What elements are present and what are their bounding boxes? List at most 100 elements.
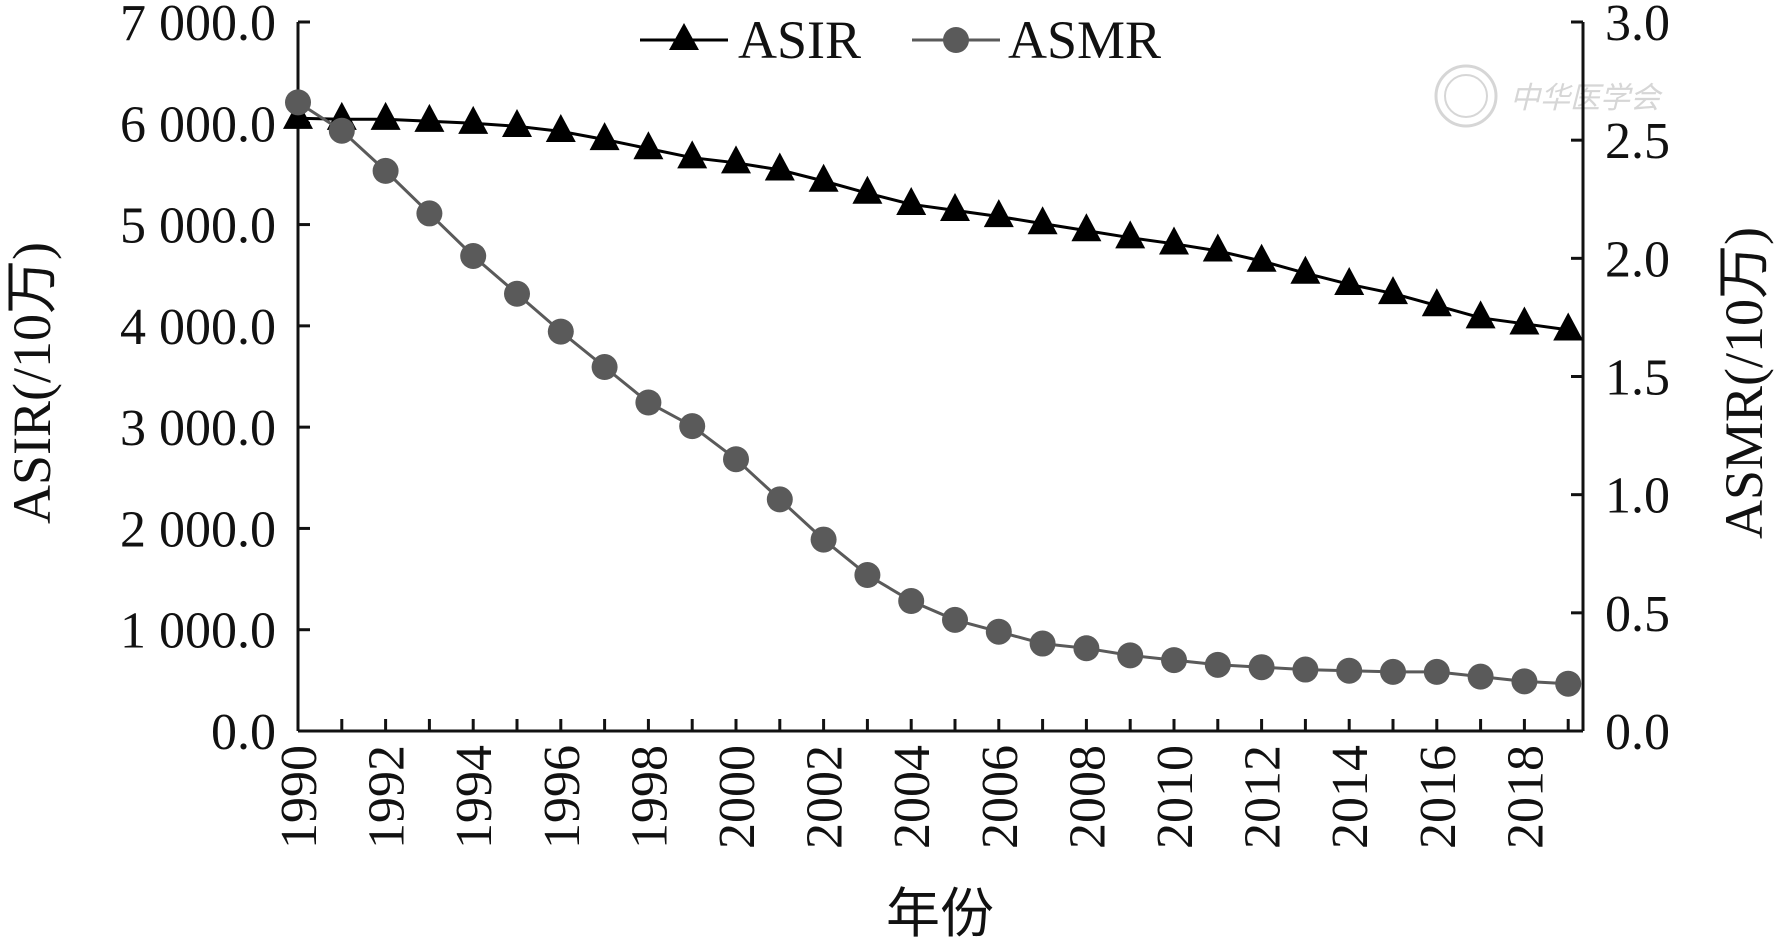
data-point-asmr: [416, 200, 443, 227]
x-tick-label: 1992: [359, 745, 416, 849]
data-point-asir: [1378, 276, 1408, 305]
data-point-asmr: [810, 526, 837, 553]
data-point-asir: [1290, 255, 1321, 284]
data-point-asmr: [1467, 663, 1494, 690]
data-point-asir: [1421, 288, 1452, 317]
y-axis-left-title: ASIR(/10万): [2, 242, 62, 524]
data-point-asir: [721, 145, 751, 174]
y-right-tick-label: 2.0: [1605, 231, 1670, 288]
data-point-asir: [808, 163, 839, 192]
x-tick-label: 1998: [621, 745, 678, 849]
x-tick-label: 2000: [709, 745, 766, 849]
y-axis-right-title: ASMR(/10万): [1714, 227, 1774, 539]
data-point-asir: [1071, 213, 1102, 242]
data-point-asmr: [1204, 651, 1231, 678]
x-tick-label: 2004: [884, 745, 941, 849]
data-point-asir: [1509, 306, 1540, 335]
data-point-asmr: [1555, 670, 1582, 697]
data-point-asmr: [285, 89, 311, 116]
data-point-asir: [1202, 233, 1233, 262]
data-point-asir: [1465, 300, 1496, 329]
x-tick-label: 1996: [534, 745, 591, 849]
y-right-tick-label: 1.0: [1605, 468, 1670, 525]
data-point-asir: [589, 122, 620, 151]
data-point-asir: [1553, 312, 1584, 341]
data-point-asir: [983, 199, 1014, 228]
data-point-asir: [545, 114, 576, 142]
data-point-asmr: [547, 318, 574, 345]
x-tick-label: 2012: [1235, 745, 1292, 849]
data-point-asir: [502, 109, 532, 137]
data-point-asmr: [723, 446, 749, 473]
data-point-asir: [370, 101, 401, 130]
y-left-tick-label: 7 000.0: [120, 0, 276, 52]
legend-marker-asmr: [943, 27, 969, 53]
data-point-asmr: [328, 117, 355, 144]
data-point-asmr: [1292, 656, 1319, 683]
watermark-seal-inner-ring: [1444, 74, 1488, 118]
series-layer: [283, 89, 1584, 697]
data-point-asmr: [1029, 630, 1056, 657]
watermark-seal-icon: [1434, 64, 1498, 128]
data-point-asir: [458, 105, 489, 134]
data-point-asmr: [1161, 647, 1187, 674]
data-point-asmr: [898, 588, 925, 615]
legend-label-asmr: ASMR: [1008, 10, 1161, 70]
data-point-asmr: [1117, 642, 1144, 669]
data-point-asir: [852, 175, 883, 204]
data-point-asir: [940, 193, 970, 221]
y-left-tick-label: 0.0: [211, 704, 276, 761]
data-point-asir: [764, 152, 795, 181]
data-point-asmr: [1380, 658, 1406, 685]
y-right-tick-label: 1.5: [1605, 350, 1670, 407]
data-point-asmr: [766, 486, 793, 513]
axes-layer: 0.0 1 000.0 2 000.0 3 000.0 4 000.0 5 000.0 6 …: [120, 0, 1670, 849]
series-line-asmr: [297, 101, 1569, 686]
data-point-asmr: [460, 242, 487, 269]
data-point-asmr: [1423, 658, 1450, 685]
data-point-asmr: [504, 280, 530, 307]
y-right-tick-label: 0.0: [1605, 704, 1670, 761]
y-right-tick-label: 2.5: [1605, 113, 1670, 170]
data-point-asmr: [1248, 654, 1275, 681]
data-point-asir: [1027, 206, 1058, 235]
data-point-asir: [1334, 267, 1365, 295]
data-point-asir: [414, 103, 445, 132]
data-point-asmr: [1511, 668, 1538, 695]
y-left-tick-label: 2 000.0: [120, 501, 276, 558]
data-point-asmr: [1073, 635, 1100, 662]
y-left-tick-label: 1 000.0: [120, 603, 276, 660]
y-left-tick-label: 3 000.0: [120, 400, 276, 457]
data-point-asmr: [372, 157, 399, 184]
legend-marker-asir: [669, 23, 699, 50]
data-point-asmr: [985, 618, 1012, 645]
legend-label-asir: ASIR: [738, 10, 861, 70]
y-right-tick-label: 0.5: [1605, 586, 1670, 643]
data-point-asir: [633, 131, 664, 160]
x-axis-title: 年份: [886, 884, 994, 942]
watermark: 中华医学会: [1434, 64, 1663, 128]
data-point-asmr: [1336, 657, 1363, 684]
x-tick-label: 2002: [797, 745, 854, 849]
data-point-asir: [1246, 243, 1277, 272]
data-point-asir: [896, 187, 927, 215]
x-tick-label: 2014: [1322, 745, 1379, 849]
data-point-asmr: [635, 389, 662, 416]
y-right-tick-label: 3.0: [1605, 0, 1670, 52]
data-point-asmr: [591, 354, 618, 381]
legend: ASIR ASMR: [640, 10, 1161, 70]
watermark-text: 中华医学会: [1510, 81, 1663, 116]
x-tick-label: 1994: [446, 745, 503, 849]
data-point-asir: [1159, 226, 1189, 255]
data-point-asmr: [854, 562, 881, 589]
data-point-asir: [677, 140, 708, 169]
data-point-asmr: [679, 413, 706, 440]
data-point-asmr: [942, 606, 968, 633]
x-tick-label: 2016: [1410, 745, 1467, 849]
x-tick-label: 2018: [1497, 745, 1554, 849]
series-line-asir: [297, 116, 1569, 332]
y-left-tick-label: 4 000.0: [120, 299, 276, 356]
x-tick-label: 2006: [972, 745, 1029, 849]
